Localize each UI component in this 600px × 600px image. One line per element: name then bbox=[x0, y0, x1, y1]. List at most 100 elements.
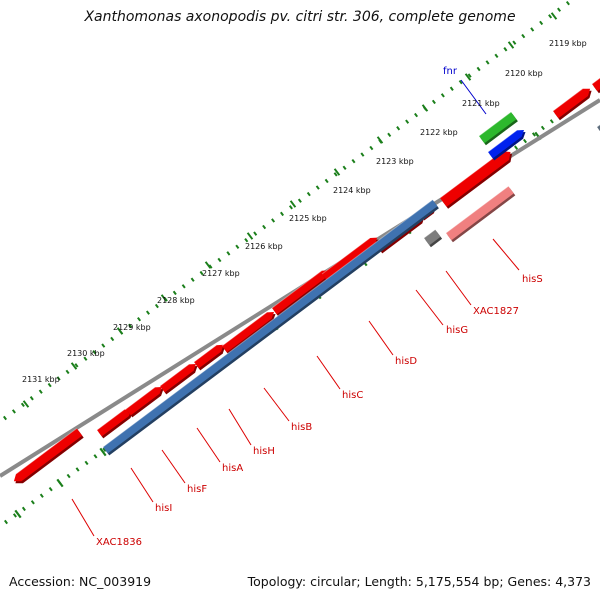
outer-tick bbox=[83, 356, 88, 361]
outer-tick bbox=[476, 66, 481, 72]
inner-tick bbox=[12, 513, 17, 518]
scale-label: 2128 kbp bbox=[157, 296, 195, 305]
outer-tick bbox=[557, 7, 562, 12]
outer-tick bbox=[128, 323, 133, 329]
gene-body bbox=[446, 186, 514, 241]
outer-tick bbox=[351, 158, 356, 164]
outer-tick bbox=[20, 402, 25, 408]
outer-tick bbox=[565, 0, 570, 6]
gene-label-hisD: hisD bbox=[395, 356, 417, 367]
major-tick bbox=[246, 232, 254, 240]
outer-tick bbox=[253, 231, 258, 236]
outer-tick bbox=[217, 257, 222, 263]
gene-label-fnr: fnr bbox=[443, 66, 458, 77]
gene-body bbox=[126, 387, 162, 416]
gene-body bbox=[272, 270, 329, 315]
gene-body bbox=[97, 409, 132, 437]
leader-line bbox=[263, 387, 290, 422]
gene-body bbox=[440, 151, 511, 207]
gene-highlight bbox=[552, 88, 583, 112]
gene-body bbox=[194, 344, 224, 369]
leader-line bbox=[228, 408, 252, 446]
inner-tick bbox=[48, 486, 53, 492]
outer-tick bbox=[306, 191, 311, 197]
gene-body bbox=[592, 78, 600, 92]
leader-line bbox=[130, 467, 154, 503]
inner-tick bbox=[39, 493, 44, 498]
gene-features bbox=[13, 77, 600, 484]
gene-body bbox=[322, 237, 378, 281]
outer-tick bbox=[92, 349, 97, 355]
outer-tick bbox=[65, 369, 70, 375]
inner-tick bbox=[522, 138, 527, 144]
outer-tick bbox=[235, 244, 240, 249]
gene-body bbox=[479, 112, 517, 144]
inner-tick bbox=[30, 500, 35, 505]
major-tick bbox=[14, 509, 22, 519]
gene-hisS-pink bbox=[445, 185, 516, 243]
outer-tick bbox=[47, 382, 52, 388]
inner-tick bbox=[66, 473, 71, 479]
major-tick bbox=[70, 362, 78, 370]
outer-tick bbox=[172, 290, 177, 296]
gene-label-hisF: hisF bbox=[187, 484, 207, 495]
outer-tick bbox=[414, 112, 419, 118]
gene-highlight bbox=[478, 111, 512, 137]
outer-tick bbox=[38, 389, 43, 394]
gene-body bbox=[13, 428, 83, 482]
outer-tick bbox=[110, 336, 115, 342]
scale-label: 2120 kbp bbox=[505, 69, 543, 78]
gene-hisD bbox=[321, 237, 379, 283]
outer-tick bbox=[485, 60, 490, 65]
leader-line bbox=[415, 289, 444, 326]
leader-line bbox=[161, 449, 186, 484]
major-tick bbox=[376, 136, 384, 144]
gene-fnr bbox=[478, 111, 518, 146]
scale-label: 2123 kbp bbox=[376, 157, 414, 166]
major-tick bbox=[204, 261, 212, 269]
gene-highlight bbox=[439, 150, 503, 199]
outer-tick bbox=[208, 264, 213, 269]
gene-highlight bbox=[159, 363, 190, 387]
scale-label: 2126 kbp bbox=[245, 242, 283, 251]
outer-tick bbox=[396, 126, 401, 131]
outer-tick bbox=[280, 211, 285, 217]
scale-labels: 2119 kbp 2120 kbp 2121 kbp 2122 kbp 2123 kbp… bbox=[22, 39, 587, 384]
gene-fnr-reverse bbox=[487, 129, 526, 161]
major-tick bbox=[550, 12, 558, 20]
outer-tick bbox=[137, 317, 142, 322]
gene-label-hisS: hisS bbox=[522, 274, 543, 285]
gene-gray bbox=[423, 229, 443, 248]
scale-label: 2119 kbp bbox=[549, 39, 587, 48]
outer-tick bbox=[539, 20, 544, 26]
outer-tick bbox=[145, 310, 150, 315]
major-tick bbox=[333, 168, 341, 176]
gene-highlight bbox=[125, 386, 156, 410]
gene-body bbox=[222, 312, 274, 353]
outer-tick bbox=[431, 99, 436, 105]
major-tick bbox=[116, 327, 124, 335]
genome-stats-text: Topology: circular; Length: 5,175,554 bp… bbox=[247, 574, 591, 589]
gene-label-XAC1836: XAC1836 bbox=[96, 537, 142, 548]
gene-hisF bbox=[125, 386, 164, 418]
major-tick bbox=[507, 41, 515, 49]
outer-tick bbox=[512, 40, 517, 45]
inner-tick bbox=[75, 467, 80, 472]
outer-tick bbox=[440, 93, 445, 98]
gene-highlight bbox=[445, 185, 509, 234]
inner-tick bbox=[4, 519, 8, 525]
outer-tick bbox=[2, 415, 8, 421]
major-tick bbox=[22, 400, 30, 408]
inner-tick bbox=[102, 447, 107, 452]
leader-line bbox=[460, 79, 487, 115]
outer-tick bbox=[467, 73, 472, 78]
outer-tick bbox=[288, 205, 293, 210]
outer-tick bbox=[369, 145, 374, 151]
inner-tick bbox=[84, 460, 89, 466]
gene-right-red bbox=[552, 88, 592, 121]
outer-tick bbox=[494, 53, 499, 59]
scale-label: 2127 kbp bbox=[202, 269, 240, 278]
gene-hisB bbox=[221, 311, 276, 355]
gene-label-hisA: hisA bbox=[222, 463, 243, 474]
outer-tick bbox=[521, 33, 526, 39]
